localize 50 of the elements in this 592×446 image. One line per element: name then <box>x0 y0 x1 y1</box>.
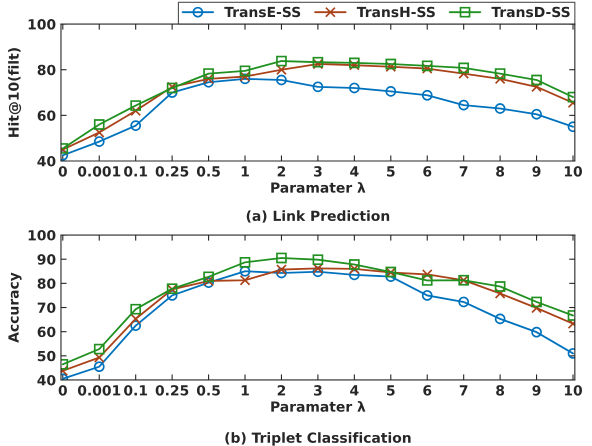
x-tick-label: 5 <box>387 166 395 177</box>
x-tick-label: 4 <box>350 385 359 396</box>
x-tick-label: 0.001 <box>78 385 120 396</box>
text: (b) Triplet Classification <box>225 432 411 446</box>
x-tick-label: 0.001 <box>78 166 120 177</box>
y-tick-label: 90 <box>38 254 56 265</box>
x-tick-label: 6 <box>423 385 432 396</box>
x-tick-label: 4 <box>350 166 359 176</box>
legend-label: TransH-SS <box>356 6 435 18</box>
y-tick-label: 70 <box>38 302 56 313</box>
x-tick-label: 0 <box>58 385 67 396</box>
y-tick-label: 60 <box>38 110 56 121</box>
y-tick-label: 100 <box>28 19 56 30</box>
x-tick-label: 0.1 <box>124 385 148 396</box>
y-tick-label: 100 <box>28 230 56 241</box>
x-tick-label: 7 <box>460 385 468 396</box>
x-tick-label: 6 <box>423 166 432 177</box>
x-tick-label: 0 <box>58 166 67 177</box>
x-tick-label: 2 <box>278 166 286 176</box>
x-axis-title: Paramater λ <box>271 401 366 412</box>
x-tick-label: 0.5 <box>196 385 220 396</box>
x-tick-label: 1 <box>242 166 249 176</box>
x-tick-label: 10 <box>564 166 582 177</box>
x-tick-label: 3 <box>314 385 322 396</box>
x-tick-label: 8 <box>496 166 504 177</box>
y-axis-title: Accuracy <box>8 272 22 343</box>
x-tick-label: 9 <box>532 385 541 396</box>
y-tick-label: 80 <box>38 64 56 76</box>
x-tick-label: 5 <box>387 385 395 396</box>
legend-label: TransE-SS <box>224 6 300 18</box>
text: (a) Link Prediction <box>246 210 390 223</box>
y-tick-label: 40 <box>37 374 56 386</box>
legend-label: TransD-SS <box>491 6 570 18</box>
y-axis-title: Hit@10(filt) <box>8 48 22 137</box>
x-tick-label: 8 <box>496 385 504 396</box>
x-tick-label: 3 <box>314 166 322 177</box>
x-tick-label: 9 <box>532 166 541 177</box>
x-tick-label: 7 <box>460 166 468 176</box>
x-tick-label: 0.25 <box>156 166 188 177</box>
x-tick-label: 0.25 <box>156 385 188 396</box>
x-tick-label: 0.5 <box>196 166 220 177</box>
y-tick-label: 60 <box>38 326 56 338</box>
x-tick-label: 10 <box>564 385 582 396</box>
x-axis-title: Paramater λ <box>271 182 366 193</box>
x-tick-label: 2 <box>278 385 286 396</box>
y-tick-label: 50 <box>38 350 56 362</box>
x-tick-label: 1 <box>242 385 249 396</box>
y-tick-label: 80 <box>38 278 56 289</box>
x-tick-label: 0.1 <box>124 166 148 177</box>
y-tick-label: 40 <box>37 156 56 166</box>
